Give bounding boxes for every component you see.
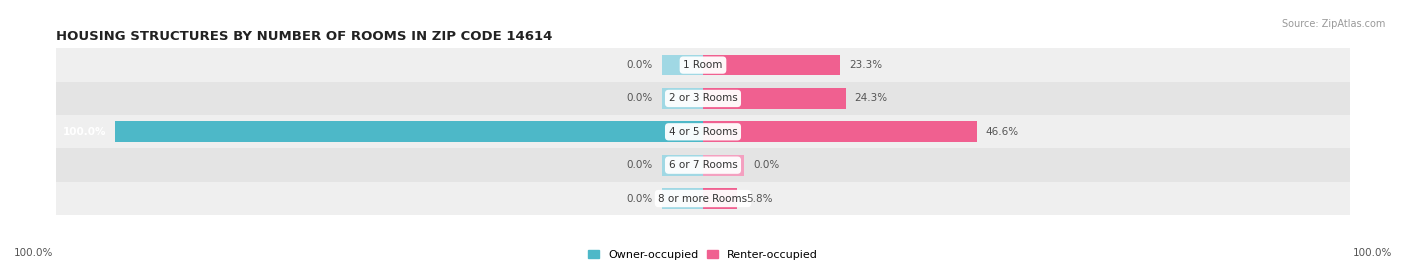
- Text: 0.0%: 0.0%: [627, 93, 652, 104]
- Text: 6 or 7 Rooms: 6 or 7 Rooms: [669, 160, 737, 170]
- Text: 100.0%: 100.0%: [1353, 248, 1392, 258]
- Text: 46.6%: 46.6%: [986, 127, 1019, 137]
- Bar: [56, 148, 1350, 182]
- Bar: [703, 188, 737, 209]
- Bar: [56, 182, 1350, 215]
- Text: 0.0%: 0.0%: [627, 160, 652, 170]
- Bar: [662, 155, 703, 175]
- Bar: [56, 48, 1350, 82]
- Bar: [703, 122, 977, 142]
- Bar: [662, 188, 703, 209]
- Text: 0.0%: 0.0%: [754, 160, 779, 170]
- Bar: [56, 115, 1350, 148]
- Bar: [703, 55, 839, 75]
- Text: 1 Room: 1 Room: [683, 60, 723, 70]
- Bar: [662, 88, 703, 109]
- Text: 100.0%: 100.0%: [63, 127, 107, 137]
- Text: 0.0%: 0.0%: [627, 193, 652, 204]
- Bar: [662, 55, 703, 75]
- Text: 23.3%: 23.3%: [849, 60, 882, 70]
- Text: HOUSING STRUCTURES BY NUMBER OF ROOMS IN ZIP CODE 14614: HOUSING STRUCTURES BY NUMBER OF ROOMS IN…: [56, 30, 553, 43]
- Text: 100.0%: 100.0%: [14, 248, 53, 258]
- Bar: [703, 155, 744, 175]
- Text: 0.0%: 0.0%: [627, 60, 652, 70]
- Text: 8 or more Rooms: 8 or more Rooms: [658, 193, 748, 204]
- Text: 2 or 3 Rooms: 2 or 3 Rooms: [669, 93, 737, 104]
- Text: 5.8%: 5.8%: [747, 193, 772, 204]
- Text: 4 or 5 Rooms: 4 or 5 Rooms: [669, 127, 737, 137]
- Bar: [56, 82, 1350, 115]
- Text: 24.3%: 24.3%: [855, 93, 887, 104]
- Text: Source: ZipAtlas.com: Source: ZipAtlas.com: [1281, 19, 1385, 29]
- Legend: Owner-occupied, Renter-occupied: Owner-occupied, Renter-occupied: [588, 250, 818, 260]
- Bar: [703, 88, 846, 109]
- Bar: [115, 122, 703, 142]
